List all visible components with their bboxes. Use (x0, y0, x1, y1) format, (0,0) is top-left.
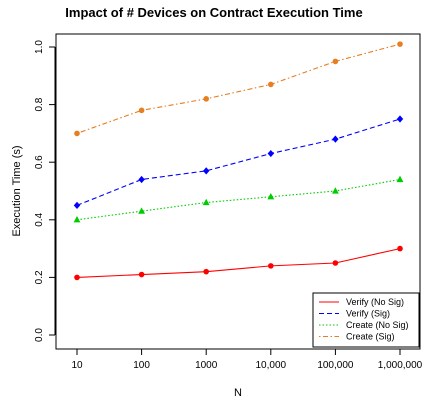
data-point (203, 96, 209, 102)
y-tick-label: 0.6 (34, 155, 45, 169)
legend-label: Create (No Sig) (346, 320, 409, 330)
series-line (77, 249, 400, 278)
data-point (74, 131, 80, 137)
series-line (77, 44, 400, 133)
x-axis-label: N (234, 387, 242, 399)
series (74, 115, 403, 209)
series-line (77, 119, 400, 205)
data-point (203, 199, 210, 205)
legend-label: Verify (Sig) (346, 309, 390, 319)
y-tick-label: 1.0 (34, 40, 45, 54)
data-point (397, 246, 403, 252)
legend-label: Verify (No Sig) (346, 297, 404, 307)
data-point (74, 216, 81, 222)
x-tick-label: 100,000 (317, 360, 354, 371)
legend-label: Create (Sig) (346, 332, 395, 342)
data-point (268, 82, 274, 88)
data-point (397, 115, 403, 122)
y-tick-label: 0.4 (34, 212, 45, 226)
data-point (267, 193, 274, 199)
x-axis: 10 100 1000 10,000 100,000 1,000,000 (71, 349, 422, 371)
series (74, 176, 404, 223)
data-point (333, 59, 339, 65)
data-point (397, 41, 403, 47)
series (74, 246, 403, 280)
data-point (138, 176, 144, 183)
x-tick-label: 10,000 (256, 360, 287, 371)
data-point (333, 260, 339, 266)
x-tick-label: 1,000,000 (378, 360, 423, 371)
chart-title: Impact of # Devices on Contract Executio… (65, 5, 362, 20)
data-point (268, 150, 274, 157)
data-point (332, 136, 338, 143)
data-point (268, 263, 274, 269)
x-tick-label: 1000 (195, 360, 218, 371)
data-point (139, 272, 145, 278)
data-point (74, 202, 80, 209)
x-tick-label: 10 (71, 360, 83, 371)
data-point (397, 176, 404, 182)
y-tick-label: 0.8 (34, 97, 45, 111)
legend: Verify (No Sig) Verify (Sig)Create (No Si… (313, 293, 419, 347)
data-point (139, 108, 145, 114)
y-axis-label: Execution Time (s) (11, 145, 23, 236)
data-point (203, 269, 209, 275)
x-tick-label: 100 (133, 360, 150, 371)
data-point (74, 275, 80, 281)
y-tick-label: 0.0 (34, 328, 45, 342)
series (74, 41, 403, 136)
series-layer (74, 41, 404, 280)
y-tick-label: 0.2 (34, 270, 45, 284)
data-point (203, 167, 209, 174)
y-axis: 0.0 0.2 0.4 0.6 0.8 1.0 (34, 40, 55, 342)
